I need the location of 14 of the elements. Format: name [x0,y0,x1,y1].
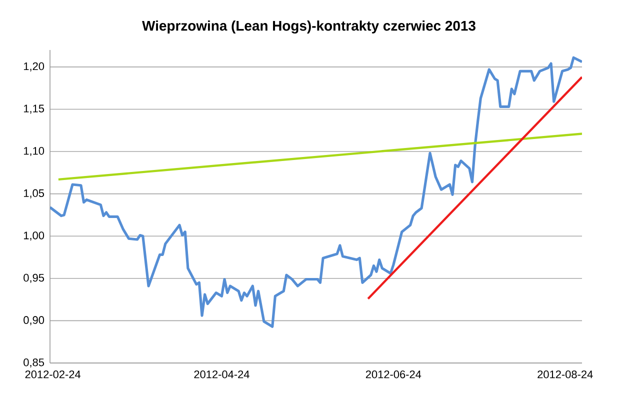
y-tick-label: 1,10 [24,147,44,156]
y-tick-label: 1,15 [24,104,44,114]
y-tick-label: 1,20 [24,62,44,72]
x-tick-label: 2012-04-24 [194,370,250,378]
y-tick-label: 1,05 [24,189,44,198]
y-tick-label: 0,85 [24,358,44,368]
y-tick-label: 0,95 [24,274,44,283]
x-tick-label: 2012-02-24 [25,370,80,378]
chart-title: Wieprzowina (Lean Hogs)-kontrakty czerwiec 2013 [142,20,476,34]
y-tick-label: 1,00 [24,232,44,241]
y-tick-label: 0,90 [24,316,44,326]
x-tick-label: 2012-08-24 [538,370,593,378]
x-tick-label: 2012-06-24 [366,370,422,378]
line-series [50,56,582,328]
